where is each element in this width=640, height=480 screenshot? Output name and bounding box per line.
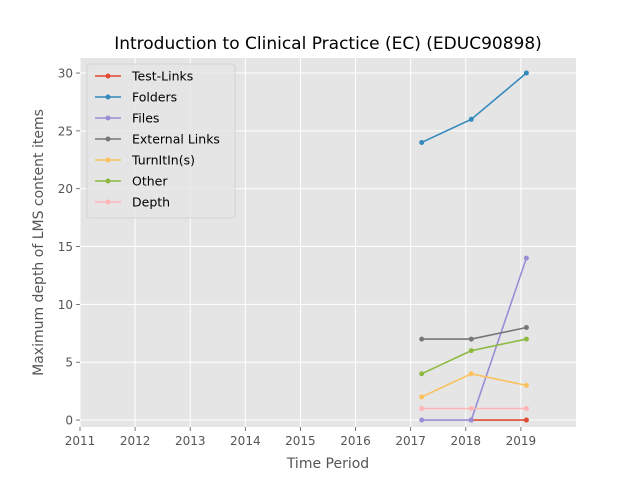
legend-swatch-marker bbox=[105, 157, 111, 163]
legend-item-files: Files bbox=[95, 111, 159, 126]
chart-title: Introduction to Clinical Practice (EC) (… bbox=[114, 34, 542, 54]
x-tick-label: 2011 bbox=[65, 434, 96, 448]
legend-item-external-links: External Links bbox=[95, 132, 220, 147]
legend-swatch-marker bbox=[105, 94, 111, 100]
legend-label: External Links bbox=[132, 132, 220, 147]
legend-item-depth: Depth bbox=[95, 195, 170, 210]
legend-swatch-marker bbox=[105, 73, 111, 79]
data-point-folders bbox=[523, 70, 529, 76]
data-point-other bbox=[523, 336, 529, 342]
legend-item-test-links: Test-Links bbox=[95, 69, 193, 84]
legend-item-other: Other bbox=[95, 174, 168, 189]
legend-label: Test-Links bbox=[131, 69, 193, 84]
data-point-depth bbox=[419, 405, 425, 411]
data-point-depth bbox=[468, 405, 474, 411]
x-tick-label: 2019 bbox=[506, 434, 537, 448]
legend-label: Depth bbox=[132, 195, 170, 210]
data-point-external-links bbox=[419, 336, 425, 342]
data-point-files bbox=[468, 417, 474, 423]
data-point-other bbox=[419, 371, 425, 377]
y-tick-label: 10 bbox=[58, 298, 73, 312]
data-point-other bbox=[468, 348, 474, 354]
legend-label: TurnItIn(s) bbox=[131, 153, 195, 168]
legend: Test-Links Folders Files External Links Turn… bbox=[86, 63, 236, 219]
data-point-turnitin-s bbox=[468, 371, 474, 377]
series-folders bbox=[419, 70, 529, 145]
y-tick-label: 25 bbox=[58, 124, 73, 138]
x-tick-label: 2012 bbox=[120, 434, 151, 448]
data-point-external-links bbox=[468, 336, 474, 342]
x-tick-label: 2013 bbox=[175, 434, 206, 448]
series-turnitin-s bbox=[419, 371, 529, 400]
legend-swatch-marker bbox=[105, 178, 111, 184]
data-point-folders bbox=[468, 116, 474, 122]
data-point-turnitin-s bbox=[419, 394, 425, 400]
legend-swatch-marker bbox=[105, 115, 111, 121]
x-axis-ticks: 2011 2012 2013 2014 2015 2016 2017 2018 2019 bbox=[65, 427, 536, 448]
y-tick-label: 30 bbox=[58, 67, 73, 81]
legend-label: Folders bbox=[132, 90, 177, 105]
legend-swatch-marker bbox=[105, 136, 111, 142]
data-point-test-links bbox=[523, 417, 529, 423]
legend-label: Other bbox=[132, 174, 168, 189]
y-axis-ticks: 0 5 10 15 20 25 30 bbox=[58, 67, 80, 428]
y-tick-label: 5 bbox=[65, 356, 73, 370]
series-external-links bbox=[419, 325, 529, 342]
data-point-files bbox=[419, 417, 425, 423]
legend-item-turnitin-s: TurnItIn(s) bbox=[95, 153, 195, 168]
x-tick-label: 2014 bbox=[230, 434, 261, 448]
x-axis-label: Time Period bbox=[286, 456, 369, 472]
legend-swatch-marker bbox=[105, 199, 111, 205]
series-other bbox=[419, 336, 529, 377]
legend-label: Files bbox=[132, 111, 159, 126]
series-depth bbox=[419, 405, 529, 411]
y-tick-label: 0 bbox=[65, 414, 73, 428]
series-files bbox=[419, 255, 529, 423]
y-axis-label: Maximum depth of LMS content items bbox=[31, 109, 47, 376]
legend-frame bbox=[86, 63, 236, 219]
y-tick-label: 20 bbox=[58, 182, 73, 196]
data-point-external-links bbox=[523, 325, 529, 331]
data-point-depth bbox=[523, 405, 529, 411]
data-point-files bbox=[523, 255, 529, 261]
data-point-turnitin-s bbox=[523, 382, 529, 388]
y-tick-label: 15 bbox=[58, 240, 73, 254]
x-tick-label: 2015 bbox=[285, 434, 316, 448]
data-point-folders bbox=[419, 139, 425, 145]
x-tick-label: 2018 bbox=[451, 434, 482, 448]
x-tick-label: 2017 bbox=[395, 434, 426, 448]
x-tick-label: 2016 bbox=[340, 434, 371, 448]
grid bbox=[79, 58, 576, 427]
legend-item-folders: Folders bbox=[95, 90, 177, 105]
series-group bbox=[419, 70, 529, 423]
